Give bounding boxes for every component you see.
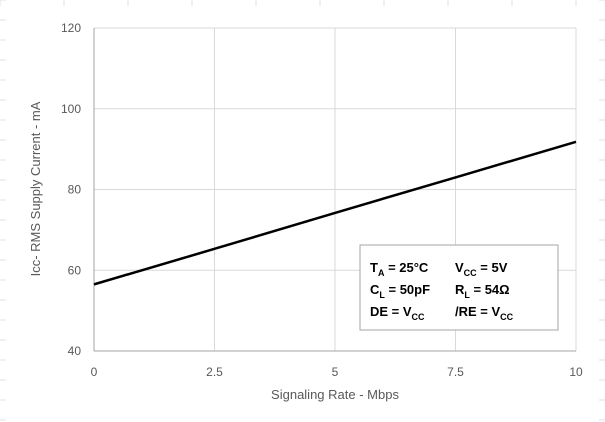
y-tick-label: 120	[61, 21, 81, 35]
x-tick-label: 2.5	[206, 365, 223, 379]
condition-text: VCC = 5V	[455, 260, 508, 278]
axes	[93, 28, 576, 352]
y-tick-label: 40	[68, 344, 82, 358]
conditions-box-frame	[359, 244, 559, 331]
x-tick-label: 10	[569, 365, 583, 379]
condition-text: DE = VCC	[370, 304, 425, 322]
series-group	[93, 140, 577, 286]
x-axis-label: Signaling Rate - Mbps	[271, 387, 399, 402]
y-tick-labels: 40 60 80 100 120	[61, 21, 81, 358]
condition-text: TA = 25°C	[370, 260, 429, 278]
x-tick-label: 7.5	[447, 365, 464, 379]
series-line	[93, 140, 577, 286]
condition-text: CL = 50pF	[370, 282, 430, 300]
y-tick-label: 60	[68, 263, 82, 277]
condition-text: RL = 54Ω	[455, 282, 510, 300]
y-axis-label: Icc- RMS Supply Current - mA	[28, 101, 43, 276]
conditions-box: TA = 25°C VCC = 5V CL = 50pF RL = 54Ω DE = V…	[359, 244, 559, 331]
x-tick-label: 5	[332, 365, 339, 379]
condition-text: /RE = VCC	[455, 304, 514, 322]
y-tick-label: 80	[68, 183, 82, 197]
x-tick-labels: 0 2.5 5 7.5 10	[91, 365, 583, 379]
y-tick-label: 100	[61, 102, 81, 116]
x-tick-label: 0	[91, 365, 98, 379]
